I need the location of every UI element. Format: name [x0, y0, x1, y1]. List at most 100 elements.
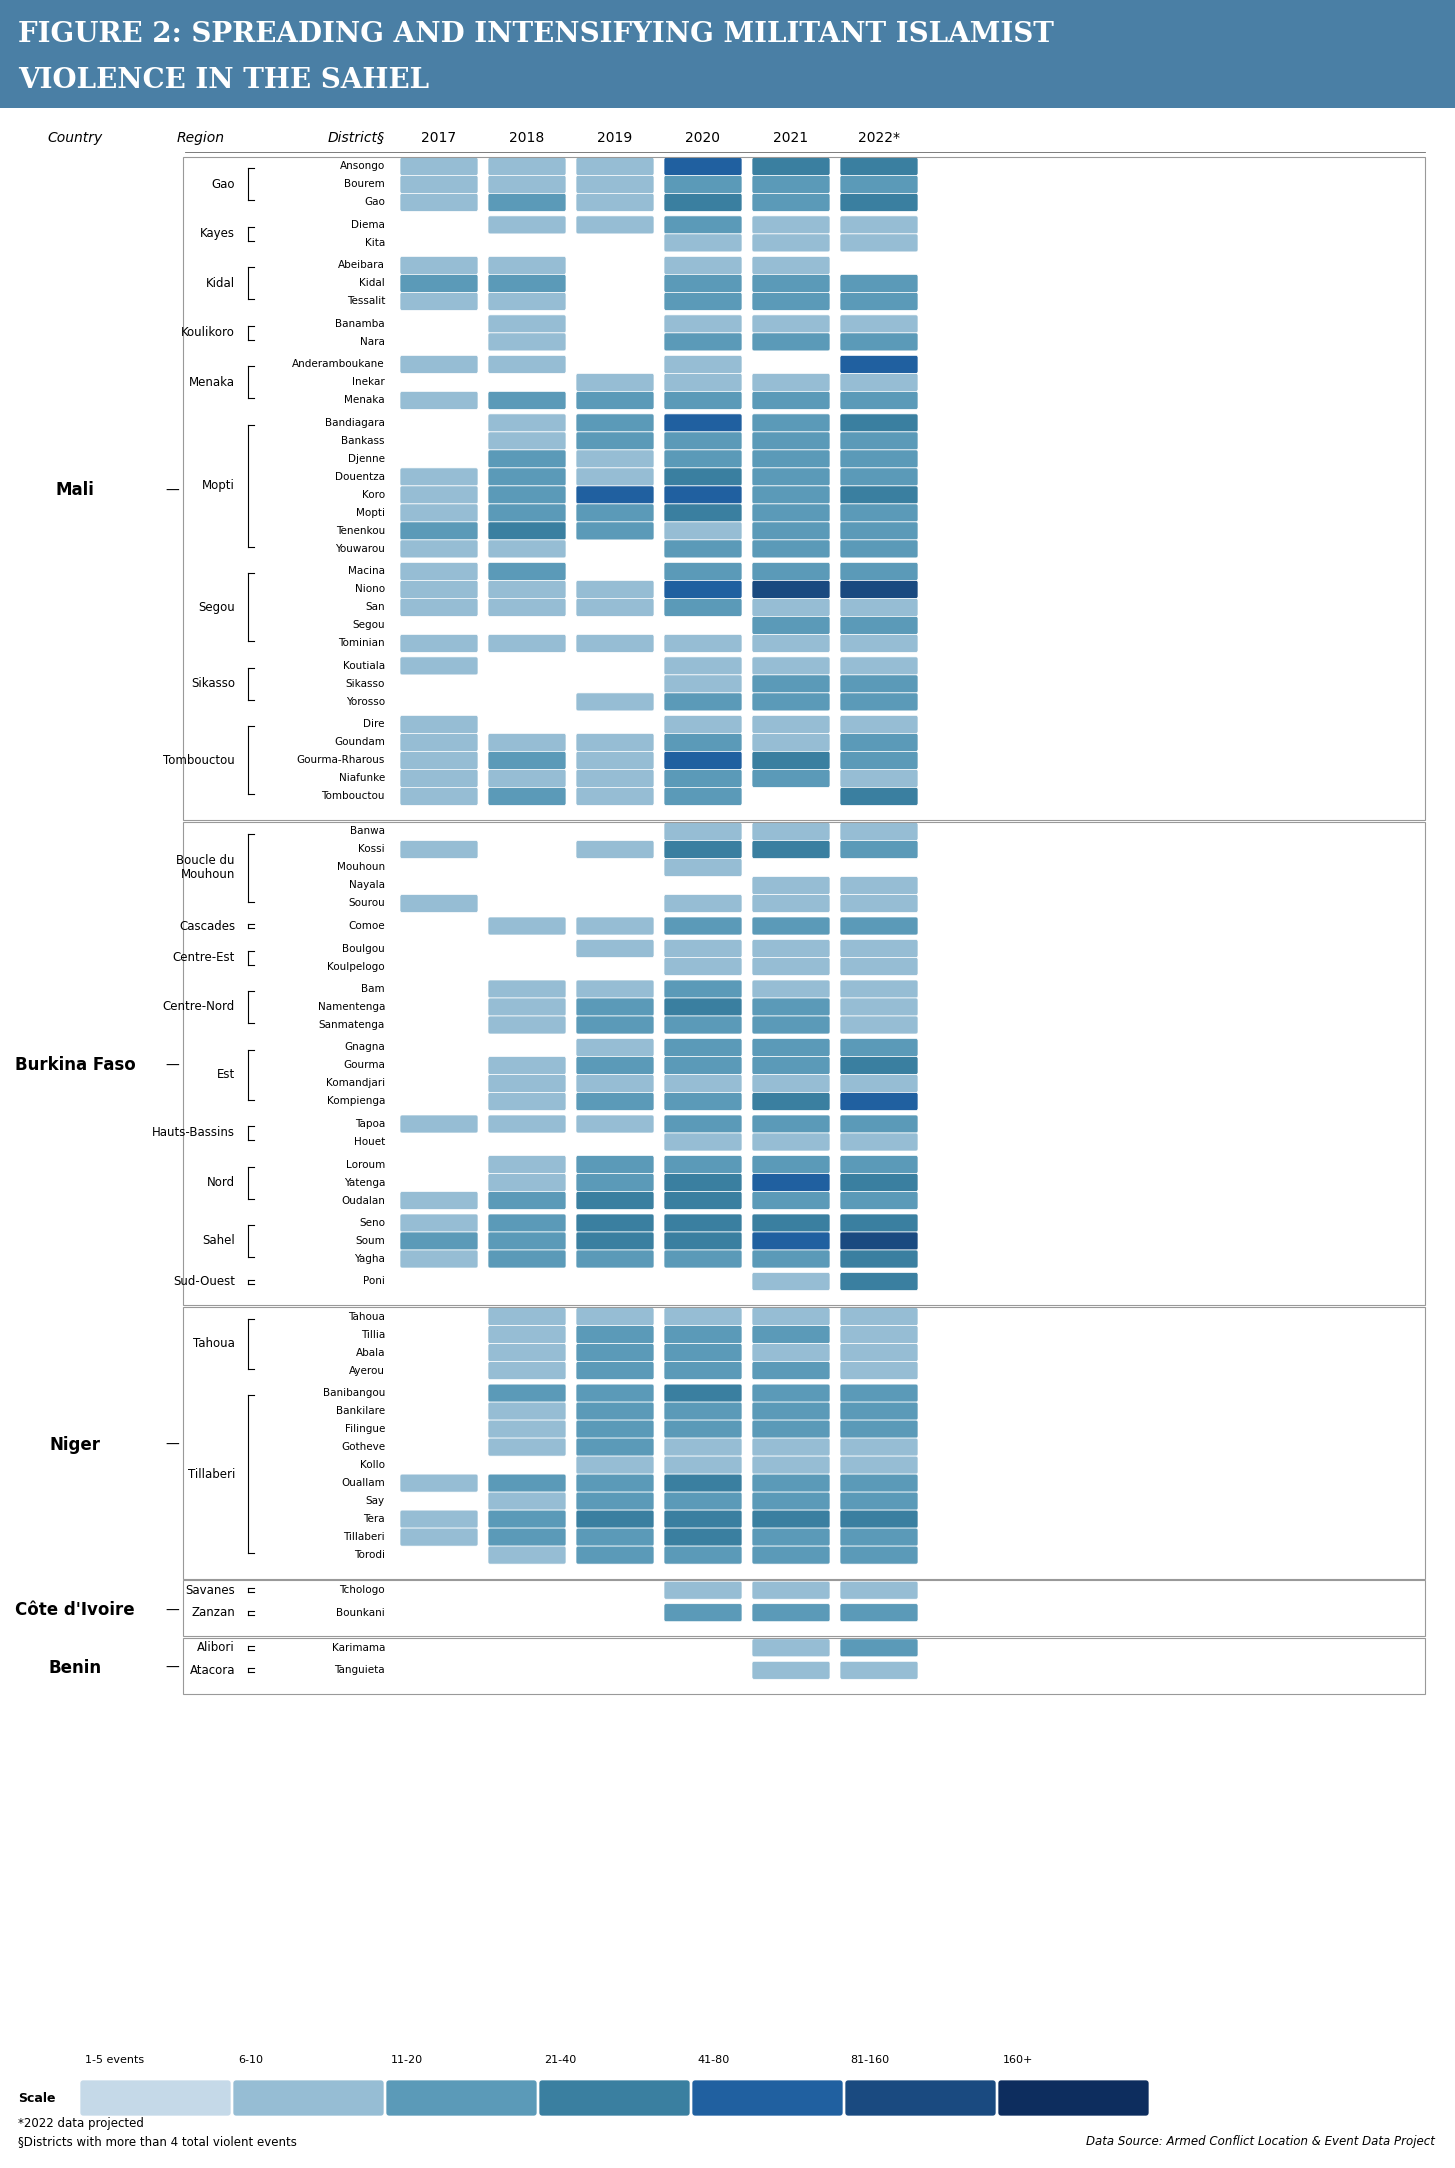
- FancyBboxPatch shape: [840, 581, 918, 598]
- FancyBboxPatch shape: [576, 939, 653, 958]
- Text: Segou: Segou: [352, 620, 386, 631]
- FancyBboxPatch shape: [752, 895, 829, 913]
- Text: Banamba: Banamba: [335, 319, 386, 330]
- FancyBboxPatch shape: [576, 770, 653, 787]
- FancyBboxPatch shape: [400, 468, 479, 486]
- FancyBboxPatch shape: [663, 657, 742, 674]
- FancyBboxPatch shape: [752, 392, 829, 410]
- FancyBboxPatch shape: [840, 1056, 918, 1075]
- FancyBboxPatch shape: [576, 1114, 653, 1134]
- Text: Koulpelogo: Koulpelogo: [327, 960, 386, 971]
- Text: Anderamboukane: Anderamboukane: [292, 360, 386, 369]
- FancyBboxPatch shape: [487, 1251, 566, 1268]
- Text: Ouallam: Ouallam: [342, 1479, 386, 1487]
- FancyBboxPatch shape: [752, 1307, 829, 1325]
- FancyBboxPatch shape: [487, 392, 566, 410]
- FancyBboxPatch shape: [663, 451, 742, 468]
- FancyBboxPatch shape: [487, 1403, 566, 1420]
- Text: 11-20: 11-20: [391, 2055, 423, 2064]
- FancyBboxPatch shape: [487, 917, 566, 934]
- Text: Segou: Segou: [198, 601, 236, 614]
- Text: 41-80: 41-80: [697, 2055, 729, 2064]
- Text: Koro: Koro: [362, 490, 386, 501]
- FancyBboxPatch shape: [576, 1344, 653, 1362]
- FancyBboxPatch shape: [752, 980, 829, 997]
- Text: Sourou: Sourou: [348, 898, 386, 908]
- FancyBboxPatch shape: [840, 1325, 918, 1344]
- FancyBboxPatch shape: [840, 217, 918, 234]
- FancyBboxPatch shape: [840, 1038, 918, 1056]
- FancyBboxPatch shape: [487, 314, 566, 334]
- FancyBboxPatch shape: [752, 314, 829, 334]
- FancyBboxPatch shape: [400, 1214, 479, 1231]
- FancyBboxPatch shape: [752, 1017, 829, 1034]
- FancyBboxPatch shape: [663, 176, 742, 193]
- FancyBboxPatch shape: [752, 822, 829, 841]
- FancyBboxPatch shape: [663, 694, 742, 711]
- FancyBboxPatch shape: [752, 1420, 829, 1437]
- Text: 21-40: 21-40: [544, 2055, 576, 2064]
- FancyBboxPatch shape: [576, 1093, 653, 1110]
- FancyBboxPatch shape: [840, 1604, 918, 1622]
- FancyBboxPatch shape: [487, 980, 566, 997]
- FancyBboxPatch shape: [752, 1403, 829, 1420]
- FancyBboxPatch shape: [752, 581, 829, 598]
- Text: Mopti: Mopti: [356, 507, 386, 518]
- FancyBboxPatch shape: [752, 1273, 829, 1290]
- FancyBboxPatch shape: [400, 657, 479, 674]
- FancyBboxPatch shape: [840, 1492, 918, 1511]
- FancyBboxPatch shape: [487, 1420, 566, 1437]
- FancyBboxPatch shape: [487, 1511, 566, 1528]
- Text: Torodi: Torodi: [354, 1550, 386, 1561]
- Text: Kossi: Kossi: [358, 846, 386, 854]
- FancyBboxPatch shape: [840, 1546, 918, 1563]
- FancyBboxPatch shape: [487, 787, 566, 804]
- FancyBboxPatch shape: [487, 1344, 566, 1362]
- FancyBboxPatch shape: [400, 841, 479, 859]
- Text: Filingue: Filingue: [345, 1424, 386, 1433]
- Text: Koutiala: Koutiala: [343, 661, 386, 670]
- FancyBboxPatch shape: [663, 193, 742, 212]
- Text: 2017: 2017: [422, 130, 457, 145]
- FancyBboxPatch shape: [752, 1093, 829, 1110]
- FancyBboxPatch shape: [663, 1344, 742, 1362]
- FancyBboxPatch shape: [840, 1231, 918, 1251]
- FancyBboxPatch shape: [400, 158, 479, 176]
- FancyBboxPatch shape: [840, 1134, 918, 1151]
- FancyBboxPatch shape: [576, 392, 653, 410]
- FancyBboxPatch shape: [663, 1528, 742, 1546]
- FancyBboxPatch shape: [840, 939, 918, 958]
- Bar: [183, 1637, 1424, 1693]
- Text: Diema: Diema: [351, 219, 386, 230]
- FancyBboxPatch shape: [752, 158, 829, 176]
- Text: Ayerou: Ayerou: [349, 1366, 386, 1377]
- FancyBboxPatch shape: [840, 752, 918, 770]
- FancyBboxPatch shape: [840, 275, 918, 293]
- FancyBboxPatch shape: [840, 1528, 918, 1546]
- FancyBboxPatch shape: [663, 334, 742, 351]
- Text: Tombouctou: Tombouctou: [322, 791, 386, 802]
- FancyBboxPatch shape: [663, 770, 742, 787]
- FancyBboxPatch shape: [840, 392, 918, 410]
- FancyBboxPatch shape: [840, 234, 918, 251]
- FancyBboxPatch shape: [752, 1580, 829, 1600]
- FancyBboxPatch shape: [663, 1231, 742, 1251]
- FancyBboxPatch shape: [400, 1251, 479, 1268]
- Text: §Districts with more than 4 total violent events: §Districts with more than 4 total violen…: [17, 2135, 297, 2148]
- FancyBboxPatch shape: [233, 2079, 384, 2116]
- Text: Bourem: Bourem: [345, 180, 386, 189]
- FancyBboxPatch shape: [752, 562, 829, 581]
- Text: Koulikoro: Koulikoro: [180, 327, 236, 340]
- FancyBboxPatch shape: [576, 752, 653, 770]
- Text: Soum: Soum: [355, 1236, 386, 1247]
- Text: 2018: 2018: [509, 130, 544, 145]
- Text: Bankass: Bankass: [342, 436, 386, 447]
- Text: Tera: Tera: [364, 1513, 386, 1524]
- FancyBboxPatch shape: [752, 373, 829, 392]
- FancyBboxPatch shape: [840, 1511, 918, 1528]
- FancyBboxPatch shape: [400, 356, 479, 373]
- FancyBboxPatch shape: [576, 217, 653, 234]
- Text: Zanzan: Zanzan: [191, 1606, 236, 1619]
- FancyBboxPatch shape: [487, 635, 566, 653]
- FancyBboxPatch shape: [663, 486, 742, 503]
